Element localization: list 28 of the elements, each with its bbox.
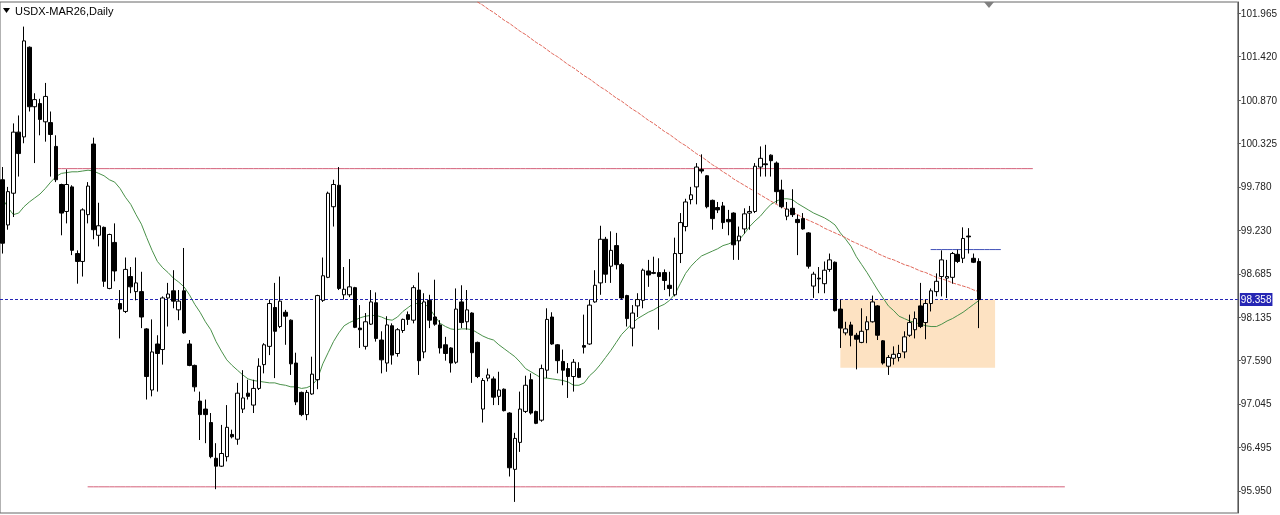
- chart-title: USDX-MAR26,Daily: [15, 4, 114, 17]
- candlestick: [593, 269, 597, 304]
- candlestick: [582, 314, 586, 355]
- y-tick-label: 98.685: [1240, 268, 1272, 280]
- y-tick-label: 98.135: [1240, 311, 1272, 323]
- candlestick: [481, 377, 485, 424]
- y-tick-label: 101.965: [1240, 8, 1278, 20]
- y-tick-label: 101.420: [1240, 51, 1278, 63]
- candlestick: [587, 299, 592, 346]
- candlestick: [209, 412, 213, 459]
- y-tick-label: 100.870: [1240, 94, 1278, 106]
- y-tick-label: 96.495: [1240, 442, 1272, 454]
- candlestick: [54, 134, 58, 183]
- y-tick-label: 99.780: [1240, 181, 1272, 193]
- candlestick: [48, 111, 53, 178]
- y-tick-label: 97.590: [1240, 355, 1272, 367]
- candlestick: [902, 330, 907, 359]
- line-series: [477, 1, 980, 293]
- y-tick-label: 100.325: [1240, 138, 1278, 150]
- candlestick: [689, 186, 693, 205]
- candlestick: [806, 231, 811, 270]
- ref-line-label: 98.358: [1240, 294, 1272, 306]
- y-tick-label: 99.230: [1240, 225, 1272, 237]
- y-tick-label: 97.045: [1240, 398, 1272, 410]
- candlestick: [966, 227, 971, 255]
- y-tick-label: 95.950: [1240, 485, 1272, 497]
- candlestick: [769, 153, 773, 178]
- line-series: [2, 169, 980, 389]
